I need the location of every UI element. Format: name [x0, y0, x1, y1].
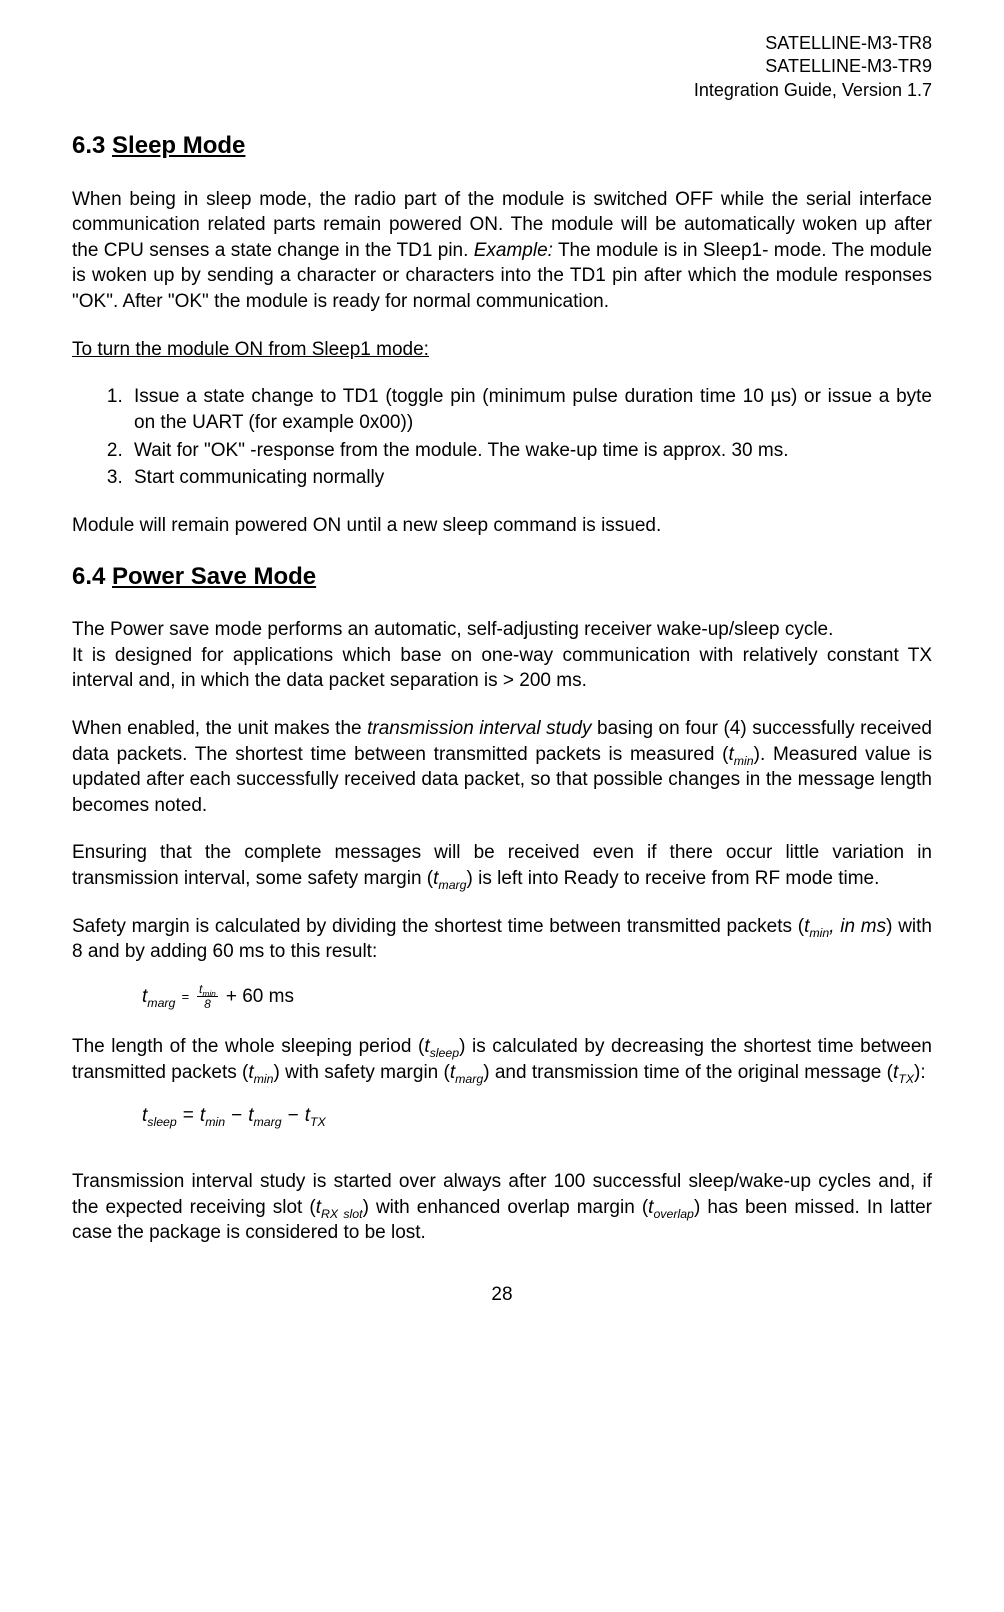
- var-sub: min: [809, 926, 829, 940]
- fraction: tmin 8: [197, 983, 218, 1010]
- para-text: The length of the whole sleeping period …: [72, 1036, 424, 1057]
- para-text: Safety margin is calculated by dividing …: [72, 916, 804, 937]
- para-text: ) is left into Ready to receive from RF …: [467, 868, 880, 889]
- header-line-2: SATELLINE-M3-TR9: [72, 55, 932, 78]
- section-title: Power Save Mode: [112, 563, 316, 590]
- para-text: ):: [914, 1062, 926, 1083]
- para-power-save-2: When enabled, the unit makes the transmi…: [72, 716, 932, 819]
- var-sub: TX: [898, 1071, 914, 1085]
- section-title: Sleep Mode: [112, 132, 245, 159]
- formula-tsleep: tsleep= tmin − tmarg − tTX: [142, 1103, 932, 1129]
- var-sub: sleep: [430, 1046, 460, 1060]
- step-1: Issue a state change to TD1 (toggle pin …: [128, 384, 932, 435]
- var-sub: marg: [147, 996, 175, 1010]
- para-text: The Power save mode performs an automati…: [72, 619, 833, 640]
- para-power-save-5: The length of the whole sleeping period …: [72, 1034, 932, 1085]
- header-line-1: SATELLINE-M3-TR8: [72, 32, 932, 55]
- var-sub: marg: [455, 1071, 483, 1085]
- section-number: 6.4: [72, 563, 105, 590]
- var-sub: overlap: [653, 1206, 694, 1220]
- para-text: ) with enhanced overlap margin (: [363, 1197, 649, 1218]
- header-line-3: Integration Guide, Version 1.7: [72, 79, 932, 102]
- para-power-save-6: Transmission interval study is started o…: [72, 1169, 932, 1246]
- para-text: ) with safety margin (: [274, 1062, 450, 1083]
- frac-bottom: 8: [202, 997, 213, 1010]
- subheading-text: To turn the module ON from Sleep1 mode:: [72, 339, 429, 360]
- var-sub: marg: [438, 878, 466, 892]
- para-sleep-intro: When being in sleep mode, the radio part…: [72, 187, 932, 315]
- example-label: Example:: [474, 240, 553, 261]
- para-text: ) and transmission time of the original …: [483, 1062, 893, 1083]
- step-2: Wait for "OK" -response from the module.…: [128, 438, 932, 464]
- section-heading-6-3: 6.3 Sleep Mode: [72, 130, 932, 162]
- plus-60ms: + 60 ms: [226, 984, 294, 1010]
- para-power-save-3: Ensuring that the complete messages will…: [72, 840, 932, 891]
- section-heading-6-4: 6.4 Power Save Mode: [72, 561, 932, 593]
- steps-list: Issue a state change to TD1 (toggle pin …: [72, 384, 932, 491]
- var-sub: min: [734, 753, 754, 767]
- formula-tmarg: tmarg = tmin 8 + 60 ms: [142, 983, 932, 1010]
- var-sub: min: [254, 1071, 274, 1085]
- in-ms-label: , in ms: [829, 916, 886, 937]
- para-power-save-1: The Power save mode performs an automati…: [72, 617, 932, 694]
- para-text: It is designed for applications which ba…: [72, 645, 932, 692]
- page: SATELLINE-M3-TR8 SATELLINE-M3-TR9 Integr…: [0, 0, 1004, 1348]
- subheading-turn-on: To turn the module ON from Sleep1 mode:: [72, 337, 932, 363]
- var-sub: RX slot: [321, 1206, 363, 1220]
- equals-sign: =: [181, 988, 189, 1006]
- para-power-save-4: Safety margin is calculated by dividing …: [72, 914, 932, 965]
- para-remain-on: Module will remain powered ON until a ne…: [72, 513, 932, 539]
- section-number: 6.3: [72, 132, 105, 159]
- page-number: 28: [72, 1282, 932, 1308]
- para-text: When enabled, the unit makes the: [72, 718, 367, 739]
- page-header: SATELLINE-M3-TR8 SATELLINE-M3-TR9 Integr…: [72, 32, 932, 102]
- step-3: Start communicating normally: [128, 465, 932, 491]
- transmission-study-label: transmission interval study: [367, 718, 591, 739]
